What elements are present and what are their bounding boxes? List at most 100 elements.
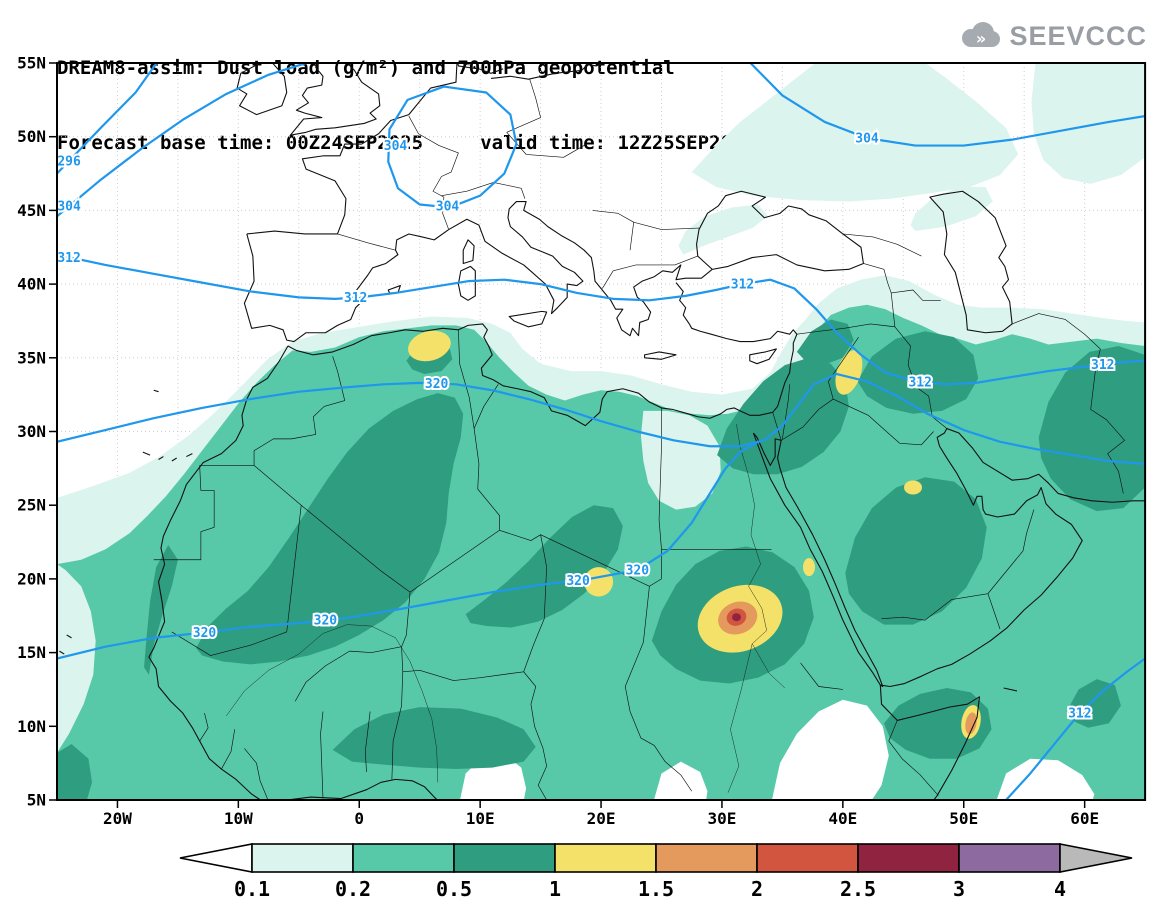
geopotential-contour-label: 312 (731, 278, 754, 293)
colorbar-box (756, 843, 859, 873)
niger-river (226, 625, 438, 783)
contour-labels-layer: 296 304 304 304 304 312 312 312 312 312 312 320 320 3… (57, 130, 1117, 724)
colorbar-under-arrow (179, 843, 253, 873)
geopotential-296-contour (57, 59, 160, 174)
geopotential-320-contour-sahel (57, 442, 758, 659)
dust-level-0.5-region (332, 707, 536, 770)
seevccc-logo: » SEEVCCC (957, 20, 1147, 52)
dust-level-0.5-region (717, 357, 849, 475)
map-content: 296 304 304 304 304 312 312 312 312 312 312 320 320 3… (57, 59, 1147, 812)
colorbar-box (655, 843, 758, 873)
geopotential-contour-label: 320 (566, 574, 590, 589)
colorbar: 0.1 0.2 0.5 1 1.5 2 2.5 3 4 (179, 843, 1133, 901)
lat-tick-label: 30N (17, 422, 46, 441)
country-borders-middle-east (773, 234, 1125, 629)
dust-level-0.5-region (465, 505, 623, 628)
geopotential-312-contour-southeast (1006, 658, 1145, 800)
coastline-horn-of-africa (880, 685, 979, 812)
dust-hotspot-chad (584, 567, 614, 597)
country-borders-sahara-east (458, 330, 938, 796)
cloud-chevrons-glyph: » (976, 29, 986, 48)
geopotential-contour-label: 312 (1091, 358, 1114, 373)
dust-level-0.5-region (1066, 679, 1121, 728)
dust-gap-ethiopia (771, 699, 889, 800)
dust-level-0.5-region (796, 319, 854, 366)
seevccc-cloud-icon: » (962, 22, 1001, 48)
colorbar-box (958, 843, 1061, 873)
coastline-turkey-levant-north-africa (288, 283, 797, 426)
dust-level-0.1-region (1031, 63, 1146, 184)
colorbar-tick-label: 4 (1054, 877, 1066, 901)
dust-level-0.5-region (857, 331, 979, 414)
lon-tick-label: 10E (466, 809, 495, 828)
colorbar-tick-label: 0.2 (335, 877, 371, 901)
dust-level-0.5-region (144, 544, 178, 675)
lon-tick-label: 60E (1070, 809, 1099, 828)
lat-tick-label: 5N (27, 791, 46, 810)
lon-tick-label: 20W (103, 809, 132, 828)
lat-tick-label: 15N (17, 643, 46, 662)
lat-tick-label: 20N (17, 569, 46, 588)
lon-tick-label: 20E (587, 809, 616, 828)
lat-tick-label: 45N (17, 201, 46, 220)
geopotential-contour-label: 320 (626, 564, 650, 579)
lon-tick-label: 40E (828, 809, 857, 828)
dust-hotspot-saudi (904, 480, 922, 495)
lat-tick-label: 50N (17, 127, 46, 146)
geopotential-contour-label: 296 (57, 155, 81, 170)
colorbar-box (554, 843, 657, 873)
dust-hotspot-sudan-peak (732, 613, 741, 622)
dust-hotspot-red-sea-coast (803, 558, 815, 577)
coastline-italy-balkans-blacksea (449, 191, 864, 335)
lat-tick-label: 40N (17, 275, 46, 294)
geopotential-contour-label: 312 (908, 375, 931, 390)
geopotential-contour-label: 312 (344, 291, 367, 306)
coastline-arabia-gulf-iran (880, 429, 1147, 687)
colorbar-tick-label: 2 (751, 877, 763, 901)
dust-level-0.5-region (57, 743, 93, 800)
coastline-islands (59, 240, 1017, 691)
geopotential-contour-label: 304 (384, 139, 408, 154)
dust-gap-arabian-sea (996, 758, 1095, 800)
country-borders-europe (337, 64, 698, 288)
colorbar-tick-label: 0.1 (234, 877, 270, 901)
colorbar-tick-label: 3 (953, 877, 965, 901)
lon-tick-label: 0 (354, 809, 364, 828)
axes-layer: 55N 50N 45N 40N 35N 30N 25N 20N 15N 10N 5N 20W 10W 0 1… (17, 54, 1099, 829)
dust-hotspot-algeria-coast (408, 330, 451, 362)
colorbar-over-arrow (1059, 843, 1133, 873)
coastline-west-africa (149, 346, 445, 807)
coastline-baltic (457, 59, 615, 80)
lon-tick-label: 50E (949, 809, 978, 828)
colorbar-box (251, 843, 354, 873)
geopotential-contour-label: 304 (57, 199, 81, 214)
coastline-iberia (244, 230, 448, 342)
dust-level-0.5-region (1038, 346, 1146, 512)
dust-gap-egypt (640, 410, 721, 510)
coastline-caspian-sea (930, 191, 1012, 333)
colorbar-tick-label: 0.5 (436, 877, 472, 901)
colorbar-box (453, 843, 556, 873)
colorbar-box (857, 843, 960, 873)
geopotential-contour-label: 320 (193, 626, 217, 641)
seevccc-logo-text: SEEVCCC (1009, 20, 1147, 51)
lon-tick-label: 10W (224, 809, 253, 828)
dust-field-layer (57, 63, 1146, 800)
dust-gap-south-sudan (653, 761, 708, 800)
colorbar-tick-label: 1 (549, 877, 561, 901)
lat-tick-label: 10N (17, 717, 46, 736)
lon-tick-label: 30E (707, 809, 736, 828)
dust-level-0.5-region (845, 477, 987, 625)
geopotential-contour-label: 304 (855, 132, 879, 147)
colorbar-tick-label: 2.5 (840, 877, 876, 901)
geopotential-312-contour (57, 255, 1145, 385)
geopotential-304-contour-east (746, 59, 1145, 146)
geopotential-contour-label: 320 (314, 614, 338, 629)
lat-tick-label: 55N (17, 54, 46, 73)
geopotential-contour-label: 312 (1068, 707, 1091, 722)
dust-level-0.5-region (883, 687, 992, 759)
dust-level-0.1-region (691, 63, 1019, 202)
geopotential-320-contour-north (57, 374, 1145, 464)
